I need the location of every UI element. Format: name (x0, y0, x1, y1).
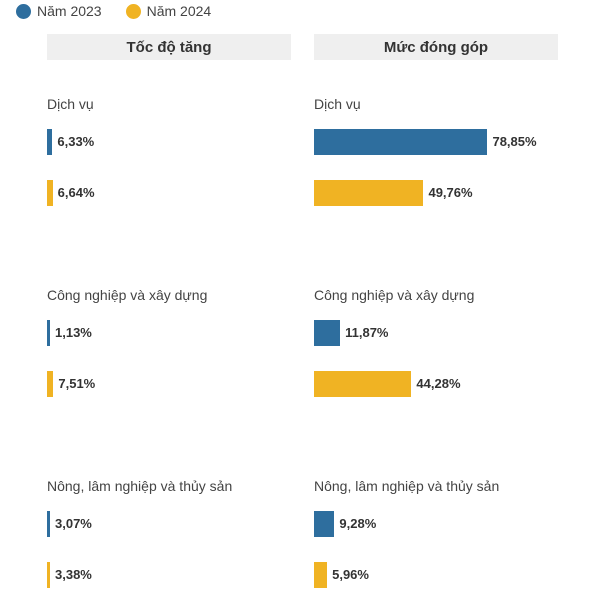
category-label: Công nghiệp và xây dựng (47, 287, 208, 303)
value-label: 7,51% (58, 376, 96, 391)
legend-swatch-2023 (16, 3, 31, 19)
value-label: 78,85% (492, 134, 537, 149)
bar (314, 371, 412, 397)
category-label: Nông, lâm nghiệp và thủy sản (47, 478, 233, 494)
value-label: 11,87% (345, 325, 389, 340)
value-label: 5,96% (332, 567, 369, 582)
bar (47, 180, 53, 206)
legend-item-2023: Năm 2023 (16, 3, 102, 19)
bar (314, 562, 328, 588)
bar (47, 320, 50, 346)
bar (314, 511, 335, 537)
value-label: 9,28% (339, 516, 377, 531)
bar (314, 129, 488, 155)
category-label: Dịch vụ (47, 96, 94, 112)
bar (47, 511, 50, 537)
legend-swatch-2024 (125, 3, 141, 19)
value-label: 44,28% (416, 376, 461, 391)
legend-label-2024: Năm 2024 (146, 3, 212, 19)
category-label: Công nghiệp và xây dựng (314, 287, 475, 303)
legend: Năm 2023 Năm 2024 (16, 0, 235, 22)
bar (47, 371, 54, 397)
value-label: 3,07% (55, 516, 92, 531)
value-label: 6,33% (57, 134, 95, 149)
category-label: Dịch vụ (314, 96, 361, 112)
bar (47, 562, 50, 588)
panel-title-contribution: Mức đóng góp (314, 34, 558, 60)
legend-item-2024: Năm 2024 (125, 3, 212, 19)
panel-title-growth-rate: Tốc độ tăng (47, 34, 291, 60)
value-label: 3,38% (55, 567, 92, 582)
value-label: 6,64% (57, 185, 95, 200)
bar (314, 320, 341, 346)
bar (314, 180, 424, 206)
legend-label-2023: Năm 2023 (37, 3, 102, 19)
value-label: 49,76% (428, 185, 473, 200)
bar (47, 129, 53, 155)
value-label: 1,13% (55, 325, 92, 340)
category-label: Nông, lâm nghiệp và thủy sản (314, 478, 500, 494)
